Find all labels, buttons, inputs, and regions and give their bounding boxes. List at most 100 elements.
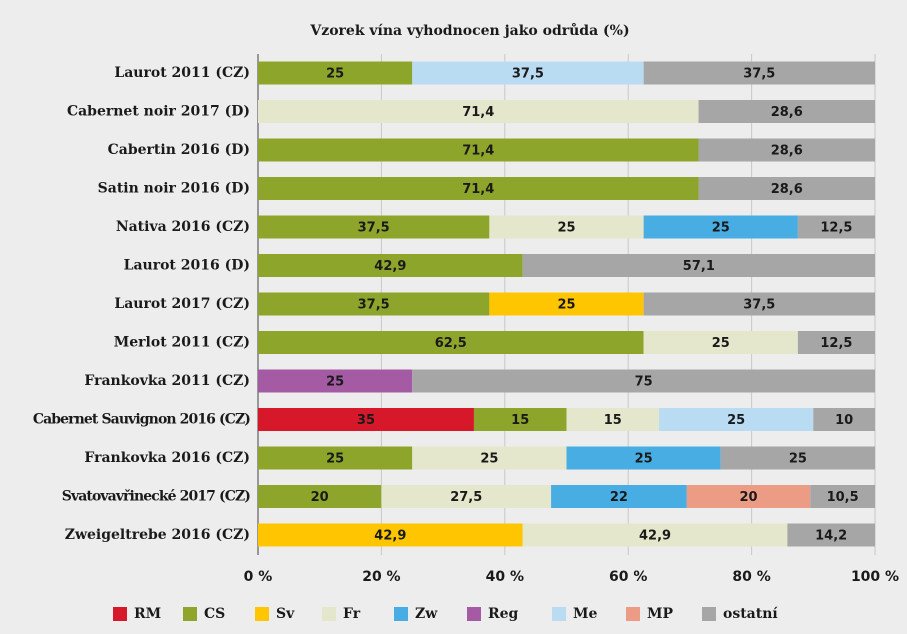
value-label: 25 bbox=[789, 452, 807, 467]
value-label: 25 bbox=[635, 452, 653, 467]
bar-segment bbox=[258, 254, 523, 277]
value-label: 42,9 bbox=[639, 529, 671, 544]
value-label: 14,2 bbox=[815, 529, 847, 544]
value-label: 25 bbox=[727, 413, 745, 428]
legend-label: Zw bbox=[415, 606, 438, 622]
value-label: 37,5 bbox=[358, 221, 390, 236]
value-label: 25 bbox=[326, 375, 344, 390]
bar-segment bbox=[412, 369, 875, 393]
legend-swatch bbox=[626, 607, 640, 621]
bar-segment bbox=[698, 100, 875, 123]
bar-segment bbox=[566, 408, 660, 431]
y-tick-label: Cabernet Sauvignon 2016 (CZ) bbox=[33, 412, 250, 428]
bar-segment bbox=[258, 485, 382, 508]
bar-segment bbox=[258, 61, 413, 85]
bar-segment bbox=[797, 331, 875, 354]
bar-segment bbox=[258, 446, 413, 470]
value-label: 12,5 bbox=[820, 336, 852, 351]
value-label: 28,6 bbox=[771, 182, 803, 197]
value-label: 28,6 bbox=[771, 105, 803, 120]
value-label: 37,5 bbox=[512, 67, 544, 82]
bar-segment bbox=[643, 331, 798, 354]
value-label: 75 bbox=[635, 375, 653, 390]
bar-segment bbox=[720, 446, 875, 470]
legend-swatch bbox=[702, 607, 716, 621]
value-label: 71,4 bbox=[462, 105, 494, 120]
bar-segment bbox=[258, 523, 523, 547]
bar-segment bbox=[258, 100, 699, 123]
x-tick-label: 40 % bbox=[486, 569, 524, 585]
bar-segment bbox=[258, 292, 490, 316]
value-label: 15 bbox=[511, 413, 529, 428]
value-label: 62,5 bbox=[435, 336, 467, 351]
bar-segment bbox=[643, 61, 875, 85]
legend-swatch bbox=[183, 607, 197, 621]
value-label: 71,4 bbox=[462, 144, 494, 159]
y-tick-label: Cabernet noir 2017 (D) bbox=[67, 104, 250, 120]
y-tick-label: Zweigeltrebe 2016 (CZ) bbox=[65, 527, 250, 543]
bar-segment bbox=[686, 485, 811, 508]
bar-segment bbox=[258, 177, 699, 200]
bar-segment bbox=[473, 408, 567, 431]
bar-segment bbox=[643, 215, 798, 239]
value-label: 42,9 bbox=[374, 259, 406, 274]
value-label: 57,1 bbox=[683, 259, 715, 274]
bar-segment bbox=[698, 138, 875, 162]
value-label: 22 bbox=[610, 490, 628, 505]
legend-label: RM bbox=[134, 606, 161, 622]
legend-swatch bbox=[322, 607, 336, 621]
bar-segment bbox=[258, 138, 699, 162]
legend-label: Reg bbox=[488, 606, 519, 622]
bar-segment bbox=[810, 485, 875, 508]
value-label: 27,5 bbox=[450, 490, 482, 505]
value-label: 37,5 bbox=[358, 298, 390, 313]
x-tick-label: 100 % bbox=[851, 569, 899, 585]
legend-label: Sv bbox=[276, 606, 295, 622]
legend-swatch bbox=[255, 607, 269, 621]
bar-segment bbox=[551, 485, 687, 508]
bar-segment bbox=[566, 446, 721, 470]
y-tick-label: Cabertin 2016 (D) bbox=[108, 142, 250, 158]
bar-segment bbox=[659, 408, 814, 431]
legend-swatch bbox=[394, 607, 408, 621]
value-label: 37,5 bbox=[743, 298, 775, 313]
legend-swatch bbox=[552, 607, 566, 621]
bar-segment bbox=[412, 61, 644, 85]
bar-segment bbox=[258, 369, 413, 393]
bar-segment bbox=[797, 215, 875, 239]
value-label: 20 bbox=[311, 490, 329, 505]
bar-segment bbox=[412, 446, 567, 470]
y-tick-label: Frankovka 2016 (CZ) bbox=[84, 450, 250, 466]
bar-segment bbox=[258, 331, 644, 354]
bar-segment bbox=[813, 408, 875, 431]
value-label: 25 bbox=[326, 452, 344, 467]
value-label: 25 bbox=[326, 67, 344, 82]
legend-label: Fr bbox=[343, 606, 361, 622]
value-label: 15 bbox=[604, 413, 622, 428]
value-label: 25 bbox=[557, 221, 575, 236]
y-tick-label: Frankovka 2011 (CZ) bbox=[84, 373, 250, 389]
bar-segment bbox=[258, 408, 474, 431]
value-label: 28,6 bbox=[771, 144, 803, 159]
value-label: 25 bbox=[557, 298, 575, 313]
bar-segment bbox=[522, 254, 875, 277]
y-tick-label: Svatovavřinecké 2017 (CZ) bbox=[62, 489, 250, 505]
value-label: 35 bbox=[357, 413, 375, 428]
legend-label: Me bbox=[573, 606, 597, 622]
y-tick-label: Laurot 2011 (CZ) bbox=[114, 65, 250, 81]
legend-label: MP bbox=[647, 606, 673, 622]
bar-segment bbox=[258, 215, 490, 239]
bar-segment bbox=[698, 177, 875, 200]
bar-segment bbox=[381, 485, 552, 508]
y-tick-label: Laurot 2017 (CZ) bbox=[114, 296, 250, 312]
y-tick-label: Satin noir 2016 (D) bbox=[98, 181, 250, 197]
x-tick-label: 20 % bbox=[362, 569, 400, 585]
bar-segment bbox=[643, 292, 875, 316]
value-label: 71,4 bbox=[462, 182, 494, 197]
legend-swatch bbox=[113, 607, 127, 621]
y-tick-label: Nativa 2016 (CZ) bbox=[116, 219, 250, 235]
bar-segment bbox=[787, 523, 875, 547]
x-tick-label: 80 % bbox=[732, 569, 770, 585]
bar-segment bbox=[489, 292, 644, 316]
